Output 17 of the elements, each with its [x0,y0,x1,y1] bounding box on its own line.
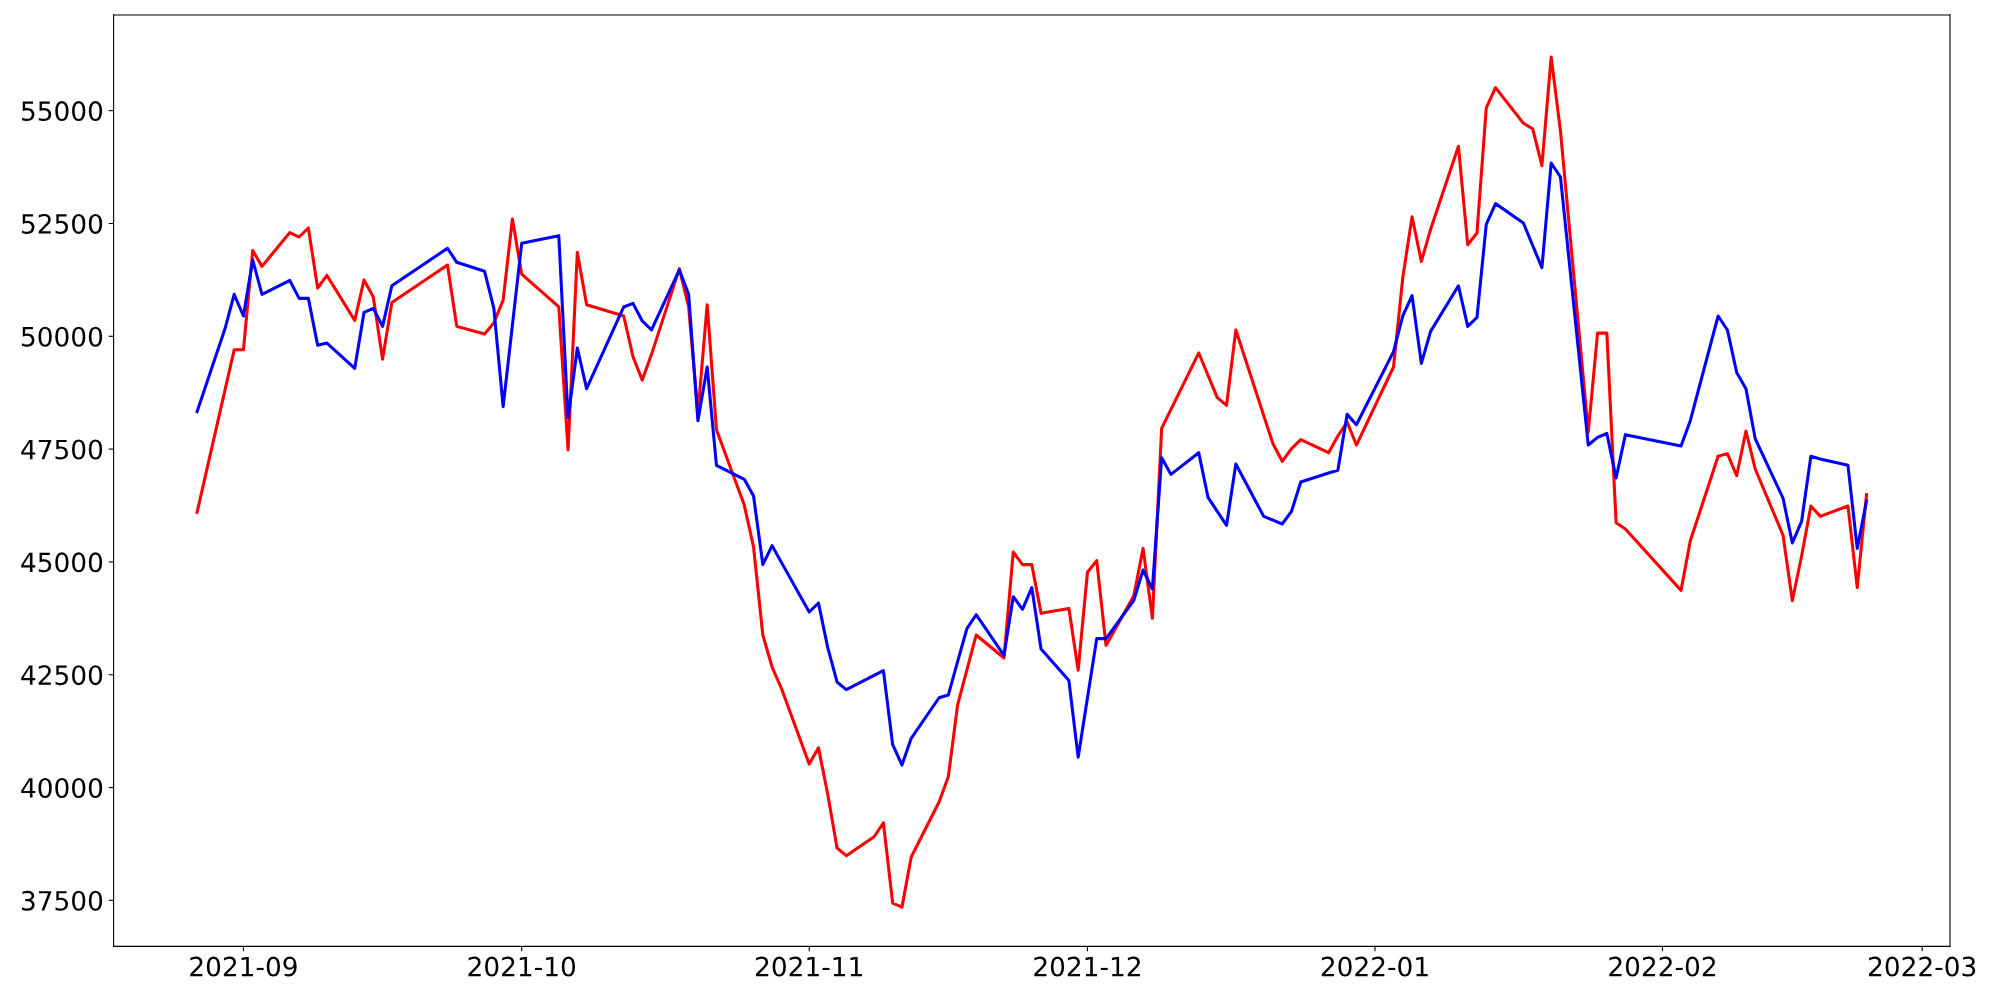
x-tick-label: 2021-12 [1034,956,1140,977]
x-tick-label: 2021-11 [756,956,862,977]
y-tick-label: 52500 [21,213,103,234]
y-tick-label: 55000 [21,101,103,122]
x-tick-label: 2022-01 [1321,956,1428,977]
x-tick-label: 2021-09 [190,956,297,977]
x-tick-label: 2022-02 [1609,956,1715,977]
y-tick-label: 45000 [21,552,103,573]
y-tick-label: 40000 [21,778,103,798]
line-series [195,161,1869,767]
y-tick-label: 42500 [21,665,103,686]
x-tick-label: 2021-10 [468,956,576,977]
x-tick-label: 2022-03 [1868,956,1976,977]
y-tick-label: 47500 [21,439,103,460]
line-series [195,55,1869,909]
y-tick-label: 50000 [21,326,103,347]
y-tick-label: 37500 [21,890,103,911]
